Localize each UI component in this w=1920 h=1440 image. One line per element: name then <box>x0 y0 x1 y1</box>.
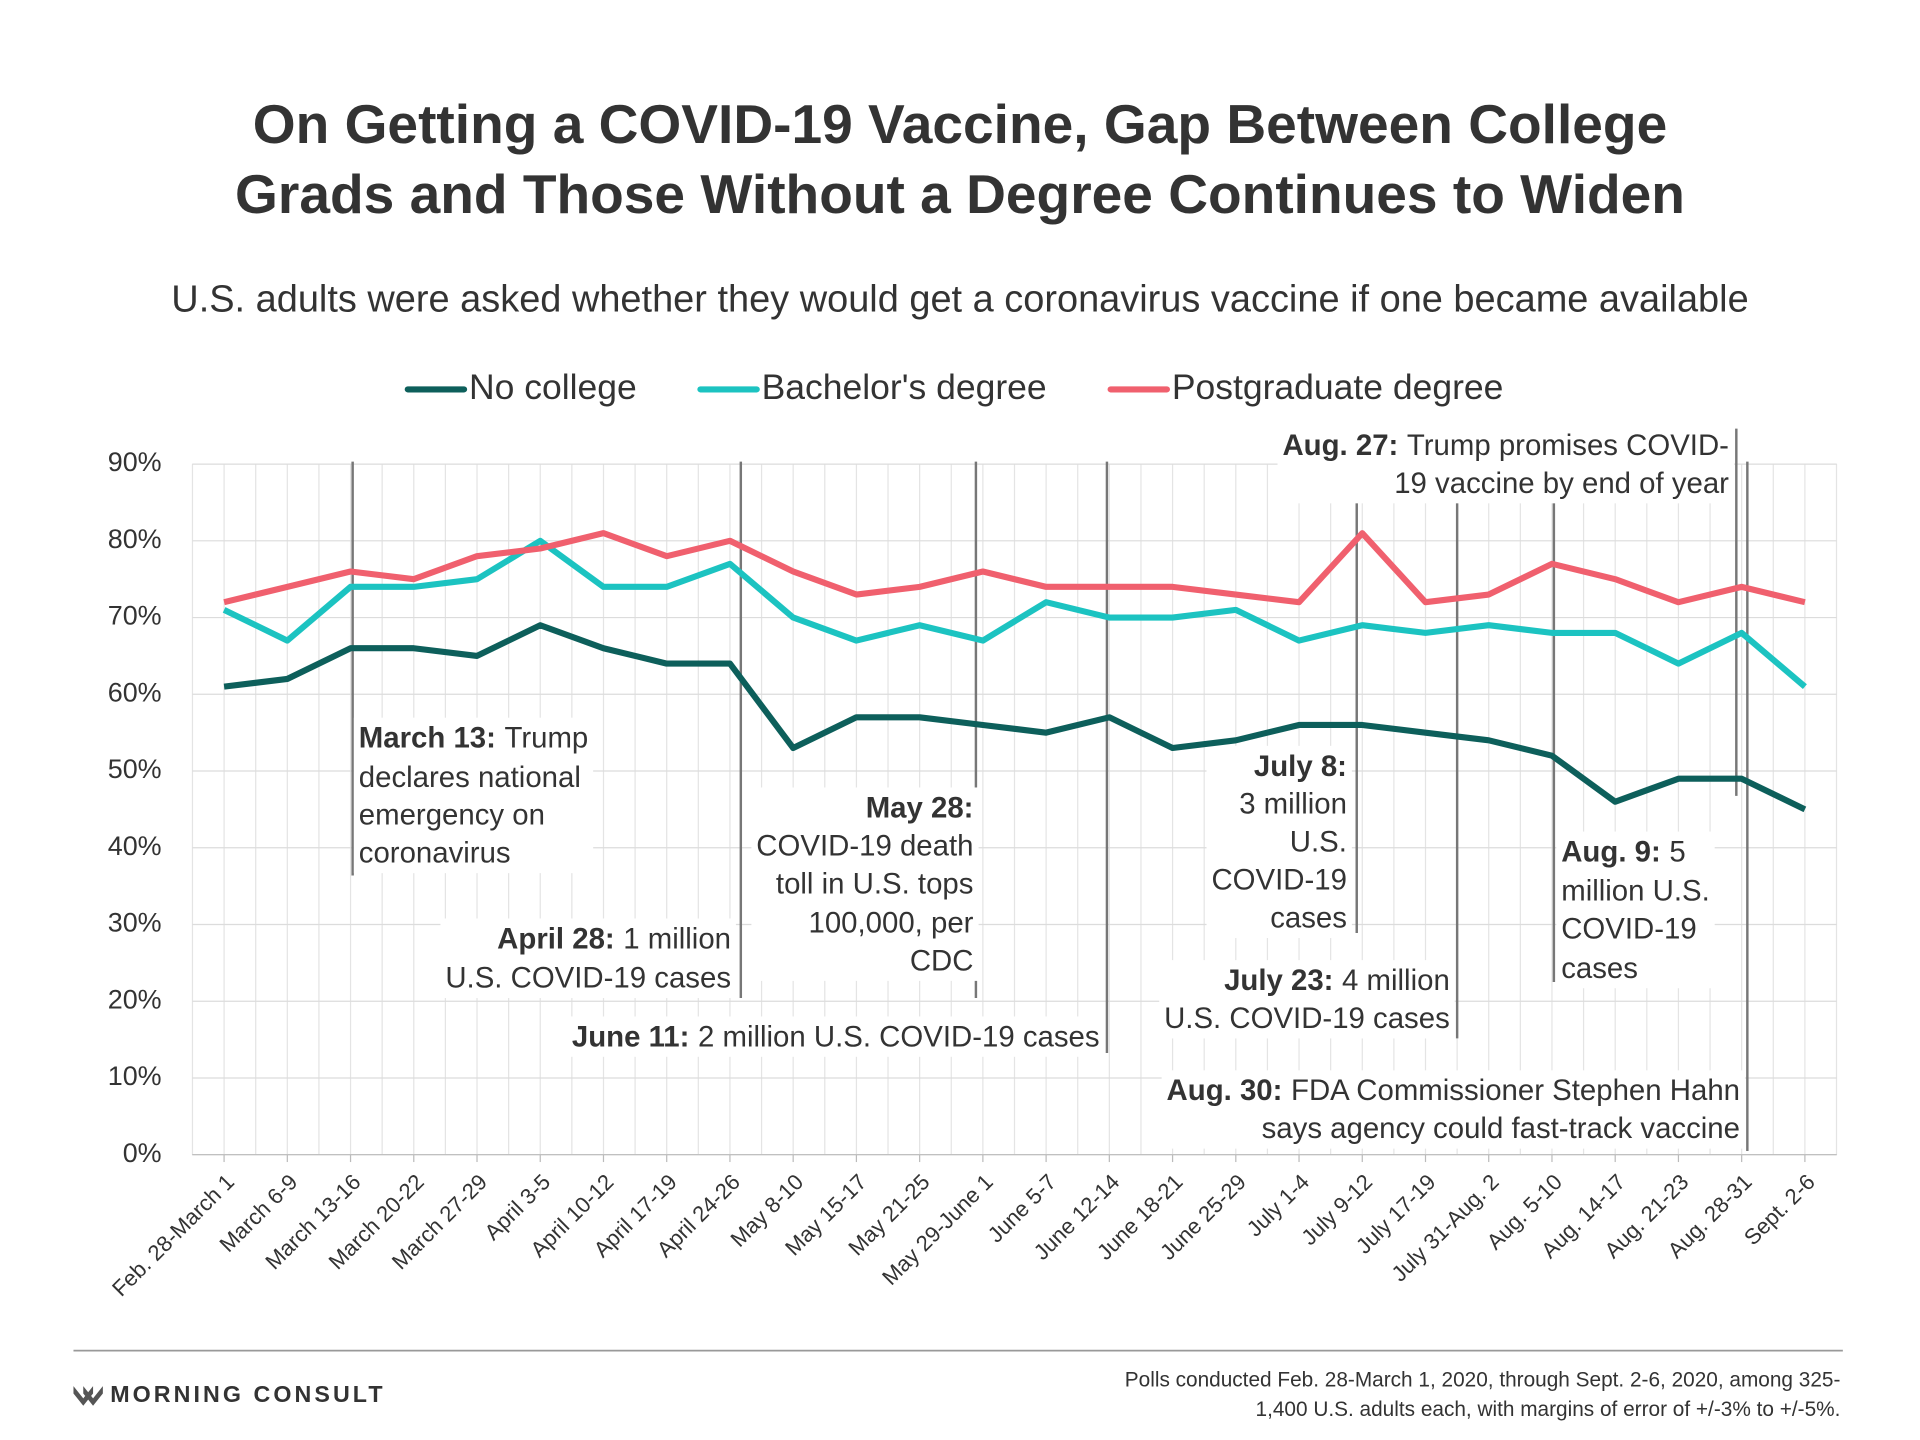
series-line <box>223 530 1806 606</box>
y-tick-label: 10% <box>108 1061 162 1091</box>
annotation-line-text: Trump <box>504 721 588 754</box>
series-line <box>223 622 1807 813</box>
annotation-bg <box>1161 1070 1745 1149</box>
annotation-text: emergency on <box>359 799 545 832</box>
y-tick-label: 90% <box>108 447 162 477</box>
logo: MORNING CONSULT <box>110 1381 385 1407</box>
annotation-date: Aug. 27: <box>1282 429 1398 462</box>
annotation-text: April 28: 1 million <box>497 922 731 955</box>
series-line <box>222 537 1807 689</box>
annotation-text: COVID-19 death <box>756 829 973 862</box>
annotation-bg <box>1277 425 1735 504</box>
annotation-line-text: Trump promises COVID- <box>1407 429 1729 462</box>
annotation-text: 3 million <box>1239 787 1347 820</box>
annotation-text: COVID-19 <box>1211 863 1347 896</box>
y-tick-label: 60% <box>108 677 162 707</box>
y-tick-label: 70% <box>108 601 162 631</box>
annotation-text: 100,000, per <box>809 906 974 939</box>
annotation-bg <box>751 787 979 981</box>
annotation-line-text: COVID-19 death <box>756 829 973 862</box>
legend-label: Postgraduate degree <box>1172 367 1504 407</box>
annotation-text: COVID-19 <box>1561 912 1697 945</box>
annotation-text: May 28: <box>866 791 974 824</box>
annotation-text: cases <box>1270 901 1347 934</box>
annotation-line-text: 100,000, per <box>809 906 974 939</box>
annotation-line-text: U.S. COVID-19 cases <box>445 961 731 994</box>
annotation-text: June 11: 2 million U.S. COVID-19 cases <box>572 1020 1100 1053</box>
annotation-date: March 13: <box>359 721 496 754</box>
annotation-text: 19 vaccine by end of year <box>1394 467 1729 500</box>
annotation-bg <box>1206 745 1352 939</box>
annotation-bg <box>1556 831 1715 989</box>
annotation-date: July 8: <box>1254 750 1347 783</box>
annotation-line-text: coronavirus <box>359 836 511 869</box>
annotation-line-text: says agency could fast-track vaccine <box>1262 1112 1740 1145</box>
annotations: March 13: Trump declares national emergency… <box>351 425 1749 1152</box>
annotation-line-text: FDA Commissioner Stephen Hahn <box>1291 1074 1740 1107</box>
annotation-text: cases <box>1561 952 1638 985</box>
footnote: 1,400 U.S. adults each, with margins of … <box>1256 1398 1841 1421</box>
x-tick-label: May 29-June 1 <box>877 1169 998 1290</box>
annotation-text: million U.S. <box>1561 874 1710 907</box>
logo-icon <box>73 1386 103 1406</box>
annotation-text: July 8: <box>1254 750 1347 783</box>
annotation-line-text: million U.S. <box>1561 874 1710 907</box>
legend-label: No college <box>469 367 637 407</box>
annotation-date: Aug. 9: <box>1561 835 1661 868</box>
legend-label: Bachelor's degree <box>762 367 1047 407</box>
annotation-bg <box>353 717 594 874</box>
annotation-text: March 13: Trump <box>359 721 588 754</box>
annotation-date: April 28: <box>497 922 615 955</box>
annotation-text: CDC <box>910 944 974 977</box>
annotation-text: declares national <box>359 761 581 794</box>
annotation-date: June 11: <box>572 1020 690 1053</box>
annotation-line-text: 4 million <box>1342 964 1450 997</box>
annotation-text: toll in U.S. tops <box>776 867 974 900</box>
annotation-date: July 23: <box>1224 964 1333 997</box>
annotation-line-text: COVID-19 <box>1561 912 1697 945</box>
annotation-line-text: U.S. COVID-19 cases <box>1164 1002 1450 1035</box>
annotation-text: says agency could fast-track vaccine <box>1262 1112 1740 1145</box>
annotation-line-text: toll in U.S. tops <box>776 867 974 900</box>
annotation-text: U.S. <box>1290 825 1347 858</box>
annotation-line-text: 1 million <box>623 922 731 955</box>
annotation-line-text: 3 million <box>1239 787 1347 820</box>
annotation-line-text: cases <box>1561 952 1638 985</box>
y-tick-label: 20% <box>108 984 162 1014</box>
annotation-date: May 28: <box>866 791 974 824</box>
annotation-line-text: emergency on <box>359 799 545 832</box>
annotation-line-text: 2 million U.S. COVID-19 cases <box>698 1020 1100 1053</box>
annotation-text: July 23: 4 million <box>1224 964 1450 997</box>
annotation-text: Aug. 9: 5 <box>1561 835 1685 868</box>
annotation-line-text: cases <box>1270 901 1347 934</box>
y-tick-label: 80% <box>108 524 162 554</box>
annotation-bg <box>566 1016 1105 1057</box>
annotation-line-text: 19 vaccine by end of year <box>1394 467 1729 500</box>
annotation-date: Aug. 30: <box>1167 1074 1283 1107</box>
y-tick-label: 50% <box>108 754 162 784</box>
y-tick-label: 40% <box>108 831 162 861</box>
chart-title: Grads and Those Without a Degree Continu… <box>235 163 1685 225</box>
chart-subtitle: U.S. adults were asked whether they woul… <box>171 278 1748 320</box>
annotation-text: U.S. COVID-19 cases <box>445 961 731 994</box>
annotation-text: U.S. COVID-19 cases <box>1164 1002 1450 1035</box>
annotation-bg <box>1159 960 1455 1039</box>
annotation-text: coronavirus <box>359 836 511 869</box>
chart-title: On Getting a COVID-19 Vaccine, Gap Betwe… <box>253 93 1667 155</box>
annotation-line-text: U.S. <box>1290 825 1347 858</box>
y-tick-label: 30% <box>108 908 162 938</box>
annotation-bg <box>440 918 736 999</box>
y-tick-label: 0% <box>123 1138 162 1168</box>
annotation-line-text: CDC <box>910 944 974 977</box>
footnote: Polls conducted Feb. 28-March 1, 2020, t… <box>1125 1369 1841 1392</box>
annotation-text: Aug. 27: Trump promises COVID- <box>1282 429 1729 462</box>
annotation-line-text: 5 <box>1669 835 1685 868</box>
annotation-line-text: declares national <box>359 761 581 794</box>
annotation-line-text: COVID-19 <box>1211 863 1347 896</box>
annotation-text: Aug. 30: FDA Commissioner Stephen Hahn <box>1167 1074 1740 1107</box>
